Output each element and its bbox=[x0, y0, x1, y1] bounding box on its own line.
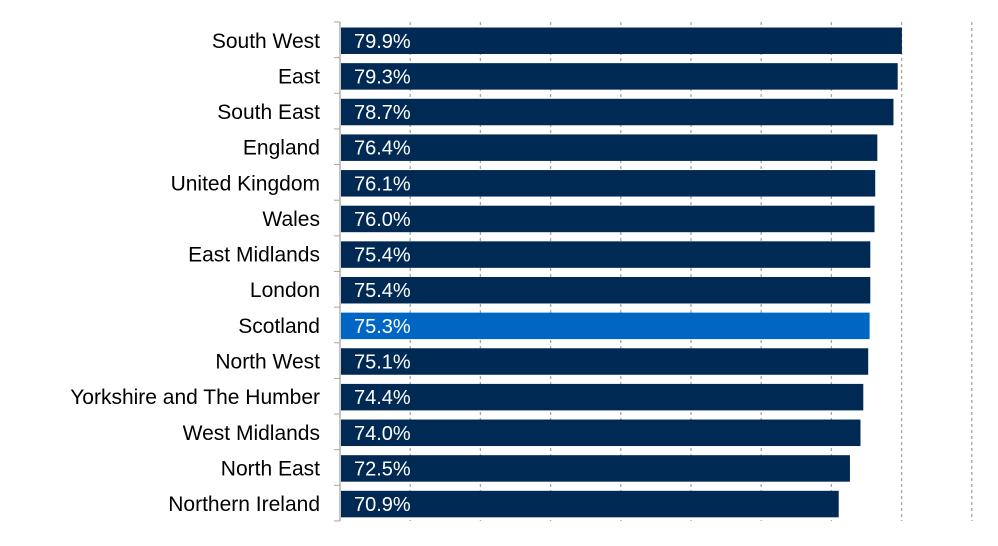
data-label: 75.1% bbox=[354, 352, 411, 374]
category-label: West Midlands bbox=[183, 422, 320, 445]
bar-north-east bbox=[341, 455, 850, 482]
category-label: England bbox=[243, 137, 320, 160]
data-label: 76.1% bbox=[354, 173, 411, 195]
bar-london bbox=[341, 276, 871, 304]
category-label: Wales bbox=[262, 208, 320, 231]
bar-east-midlands bbox=[341, 241, 871, 268]
data-label: 75.3% bbox=[354, 316, 411, 338]
bar-south-west bbox=[341, 27, 902, 54]
bar-northern-ireland bbox=[341, 490, 839, 518]
data-label: 74.4% bbox=[354, 387, 411, 409]
bar-west-midlands bbox=[341, 419, 861, 447]
category-label: United Kingdom bbox=[171, 172, 320, 195]
data-label: 74.0% bbox=[354, 423, 411, 445]
category-label: Northern Ireland bbox=[168, 493, 320, 516]
category-label: London bbox=[250, 279, 320, 302]
bar-north-west bbox=[341, 348, 869, 375]
bar-east bbox=[341, 63, 898, 90]
category-label: North East bbox=[221, 457, 320, 480]
data-label: 76.4% bbox=[354, 138, 411, 160]
data-label: 70.9% bbox=[354, 494, 411, 516]
data-label: 78.7% bbox=[354, 102, 411, 124]
category-label: East bbox=[278, 65, 320, 88]
category-label: South West bbox=[212, 30, 320, 53]
data-label: 75.4% bbox=[354, 280, 411, 302]
category-label: Yorkshire and The Humber bbox=[70, 386, 320, 409]
bar-united-kingdom bbox=[341, 170, 876, 197]
category-label: East Midlands bbox=[188, 244, 320, 267]
category-label: Scotland bbox=[238, 315, 320, 338]
bar-south-east bbox=[341, 98, 894, 126]
bar-england bbox=[341, 134, 878, 161]
data-label: 79.9% bbox=[354, 31, 411, 53]
category-label: North West bbox=[215, 351, 320, 374]
bars bbox=[341, 27, 902, 518]
value-labels: 79.9% 79.3% 78.7% 76.4% 76.1% 76.0% 75.4% 75.4%… bbox=[354, 31, 411, 516]
category-label: South East bbox=[217, 101, 320, 124]
bar-yorkshire-and-the-humber bbox=[341, 383, 864, 411]
category-labels: South West East South East England United Ki… bbox=[70, 30, 320, 516]
data-label: 75.4% bbox=[354, 245, 411, 267]
data-label: 79.3% bbox=[354, 66, 411, 88]
bar-scotland bbox=[341, 312, 870, 340]
gridlines bbox=[334, 21, 973, 522]
data-label: 72.5% bbox=[354, 458, 411, 480]
bar-wales bbox=[341, 205, 875, 233]
data-label: 76.0% bbox=[354, 209, 411, 231]
